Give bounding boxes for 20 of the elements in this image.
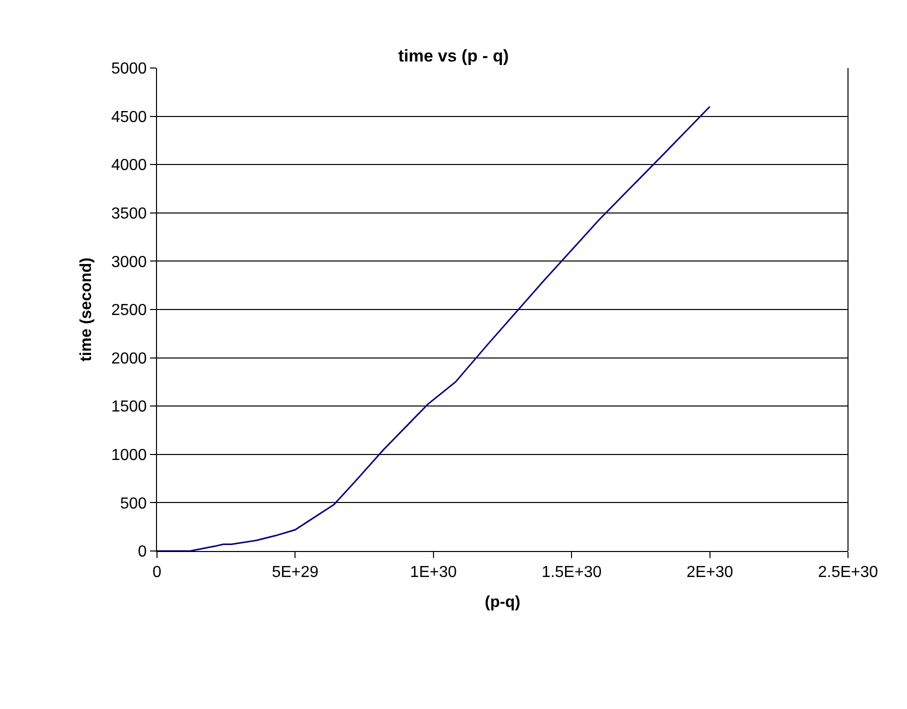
chart-title: time vs (p - q) [398, 46, 509, 66]
y-tick-label: 2500 [111, 302, 147, 320]
x-tick-label: 1.5E+30 [542, 564, 602, 582]
x-tick-label: 1E+30 [410, 564, 457, 582]
x-tick-label: 2E+30 [686, 564, 734, 582]
y-tick-label: 3500 [111, 206, 147, 222]
y-tick-label: 500 [120, 495, 147, 512]
y-tick-label: 4000 [111, 157, 147, 174]
x-tick-label: 5E+29 [272, 564, 319, 582]
y-tick-label: 5000 [111, 60, 147, 78]
y-tick-label: 1000 [111, 447, 147, 464]
x-tick-label: 2.5E+30 [818, 564, 878, 582]
y-axis-title: time (second) [78, 257, 96, 362]
y-tick-label: 3000 [111, 254, 147, 271]
y-tick-label: 4500 [111, 108, 147, 126]
x-axis-title: (p-q) [484, 594, 520, 611]
y-tick-label: 0 [138, 544, 147, 561]
y-tick-label: 2000 [111, 350, 147, 368]
x-tick-label: 0 [152, 564, 162, 582]
y-tick-label: 1500 [111, 398, 147, 416]
